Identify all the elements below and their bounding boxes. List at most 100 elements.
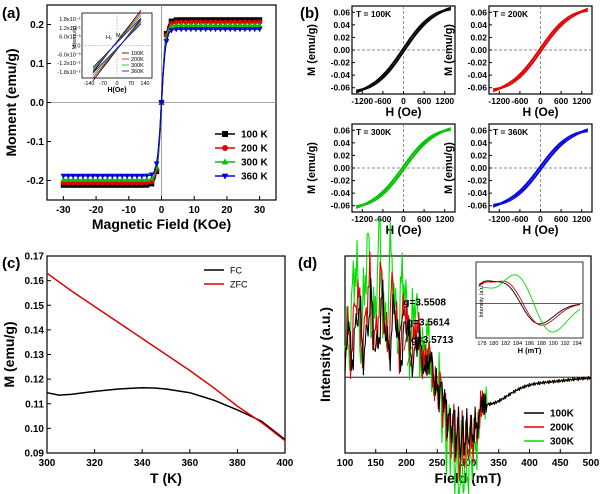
y-axis-label: Intensity (a.u.) (317, 307, 333, 402)
annotation-g: g=3.5713 (411, 335, 454, 346)
legend-label: 200 K (241, 144, 268, 155)
y-tick-label: 0.02 (333, 150, 350, 160)
x-tick-label: 100 (337, 458, 354, 469)
marker-circle (217, 19, 223, 25)
marker-triangle-down (94, 173, 101, 179)
y-tick-label: -0.06 (468, 201, 488, 211)
marker-triangle-down (247, 27, 253, 33)
y-tick-label: 0.06 (470, 125, 487, 135)
marker-triangle-up (222, 22, 229, 28)
marker-triangle-down (256, 27, 263, 33)
marker-triangle-down (65, 173, 72, 179)
x-tick-label: 20 (221, 205, 233, 216)
inset-x-tick-label: -140 (83, 81, 94, 87)
inset-y-label: Intensity (a.u.) (479, 282, 485, 317)
marker-triangle-down (134, 173, 140, 179)
marker-triangle-down (75, 173, 81, 179)
marker-triangle-up (193, 22, 199, 28)
y-tick-label: 0.15 (25, 301, 45, 312)
marker-triangle-up (168, 23, 175, 29)
panel-b: -1200 -600 0 600 1200-0.06-0.04-0.020.000.02… (306, 5, 593, 237)
y-tick-label: 0.00 (333, 45, 350, 55)
loop-branch (493, 7, 589, 90)
marker-triangle-down (99, 173, 106, 179)
inset-x-tick-label: 182 (501, 341, 510, 347)
y-axis-label: M (emu/g) (1, 321, 17, 387)
marker-triangle-down (109, 173, 116, 179)
x-tick-label: 250 (429, 458, 446, 469)
x-tick-label: -20 (89, 205, 104, 216)
inset-y-tick-label: -6.0x10⁻³ (57, 52, 80, 58)
y-tick-label: 0.0 (30, 98, 44, 109)
y-tick-label: -0.02 (468, 58, 488, 68)
marker-circle (252, 19, 258, 25)
marker-triangle-up (247, 22, 253, 28)
loop-branch (355, 127, 452, 207)
marker-triangle-down (104, 173, 111, 179)
loop-branch (355, 7, 452, 93)
legend-label: FC (230, 266, 242, 276)
x-tick-label: 0 (159, 205, 165, 216)
y-tick-label: 0.10 (25, 424, 45, 435)
subplot-b-1: -1200 -600 0 600 1200 -0.06 -0.04 -0.02 0.00 0.02… (306, 5, 456, 119)
x-tick-label: -600 (374, 214, 391, 224)
x-tick-label: -10 (122, 205, 137, 216)
marker-triangle-down (237, 27, 243, 33)
y-tick-label: 0.02 (470, 32, 487, 42)
x-tick-label: 10 (189, 205, 201, 216)
x-tick-label: 360 (181, 458, 198, 469)
x-tick-label: 0 (401, 214, 406, 224)
loop-branch (492, 129, 588, 207)
inset-y-tick-label: 1.8x10⁻² (59, 17, 80, 23)
marker-triangle-down (163, 39, 170, 45)
x-tick-label: 300 (460, 458, 477, 469)
series-line (46, 272, 286, 442)
inset-branch (92, 23, 142, 74)
inset-d: 178 180 182 184 186 188 190 192 194 H (mT) Intensi… (475, 261, 584, 355)
marker-triangle-down (178, 27, 184, 33)
marker-triangle-up (237, 22, 243, 28)
y-tick-label: -0.02 (331, 58, 351, 68)
marker-circle (247, 19, 253, 25)
marker-triangle-up (148, 175, 155, 181)
x-tick-label: 0 (538, 214, 543, 224)
inset-x-tick-label: 184 (513, 341, 522, 347)
y-tick-label: 0.16 (25, 276, 45, 287)
marker-circle (232, 19, 238, 25)
x-tick-label: 600 (417, 96, 431, 106)
subplot-title: T = 300K (356, 127, 392, 137)
inset-x-tick-label: -70 (99, 81, 107, 87)
x-tick-label: 0 (401, 96, 406, 106)
y-tick-label: -0.1 (27, 137, 45, 148)
x-axis-label: H (Oe) (523, 105, 559, 119)
y-tick-label: -0.06 (331, 201, 351, 211)
marker-triangle-up (217, 22, 224, 28)
x-axis-label: Magnetic Field (KOe) (92, 216, 231, 232)
legend-label: 100K (550, 409, 575, 420)
y-tick-label: -0.06 (331, 83, 351, 93)
y-tick-label: 0.06 (333, 125, 350, 135)
x-tick-label: 380 (229, 458, 246, 469)
loop-branch (355, 128, 452, 208)
marker-triangle-up (212, 22, 219, 28)
marker-triangle-up (173, 22, 180, 28)
marker-triangle-down (221, 173, 229, 180)
x-tick-label: -600 (511, 214, 528, 224)
marker-circle (212, 19, 219, 25)
marker-triangle-up (60, 176, 67, 182)
y-tick-label: 0.00 (333, 163, 350, 173)
inset-series-line (478, 280, 581, 326)
y-tick-label: -0.04 (331, 70, 351, 80)
marker-triangle-up (221, 158, 229, 165)
inset-x-tick-label: 190 (549, 341, 558, 347)
loop-branch (355, 128, 452, 208)
inset-a: -140 -70 0 70 140 -1.8x10⁻² -1.2x10⁻² -6.0x10⁻³… (57, 10, 153, 94)
marker-triangle-up (75, 176, 81, 182)
inset-x-label: H (mT) (518, 346, 542, 355)
loop-branch (492, 9, 588, 91)
subplot-b-2: -1200 -600 0 600 1200 -0.06 -0.04 -0.02 0.00 0.02… (443, 5, 593, 119)
y-tick-label: 0.00 (470, 163, 487, 173)
x-tick-label: 400 (277, 458, 294, 469)
inset-legend-label: 200K (131, 57, 144, 63)
